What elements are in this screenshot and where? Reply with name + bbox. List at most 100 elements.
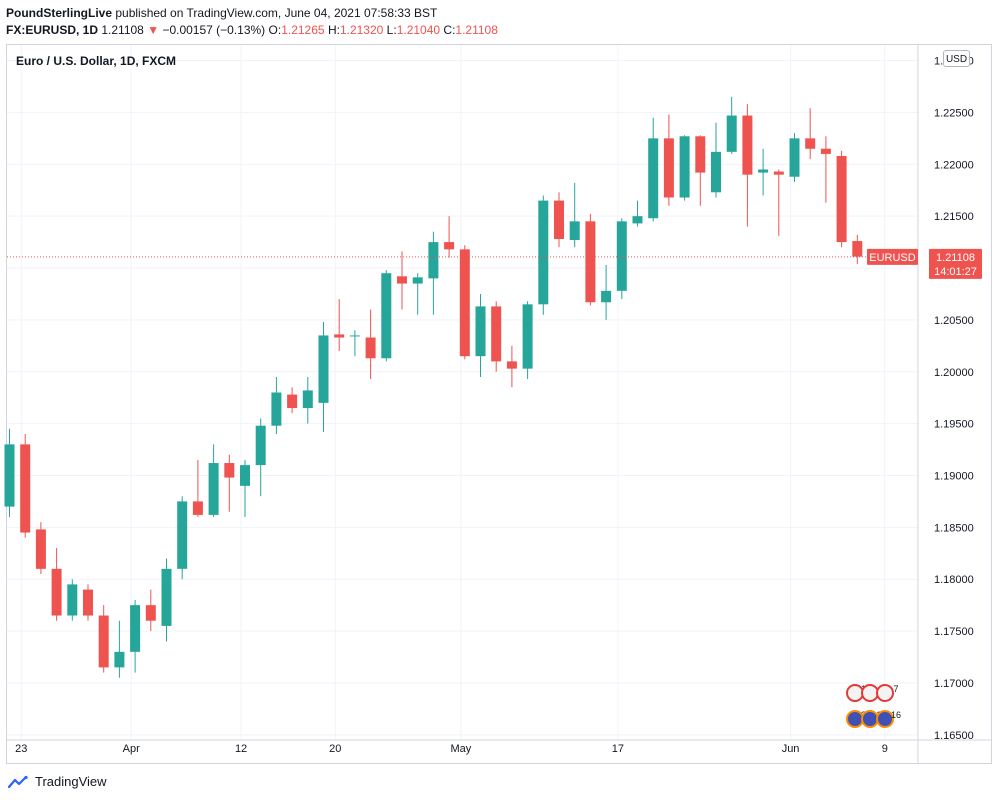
candle (601, 264, 612, 320)
candle-body (130, 605, 141, 652)
symbol-tag-text: EURUSD (869, 252, 916, 264)
candle (177, 496, 188, 580)
candle (240, 459, 250, 517)
tradingview-logo-icon (8, 775, 28, 788)
candle (789, 133, 800, 182)
candle (83, 584, 93, 621)
candle-body (852, 241, 863, 257)
candle-body (302, 390, 313, 409)
y-tick-label: 1.20000 (934, 367, 974, 379)
candle (758, 148, 769, 196)
close-value: 1.21108 (455, 23, 498, 37)
economic-events: 1087331116 (846, 684, 901, 728)
candle-body (255, 425, 266, 466)
x-tick-label: 23 (15, 743, 27, 755)
candle (349, 330, 360, 357)
candle-body (35, 529, 46, 569)
symbol-label: FX:EURUSD, 1D (6, 23, 99, 37)
candle (412, 273, 423, 315)
event-count: 7 (893, 684, 898, 694)
y-tick-label: 1.19500 (934, 419, 974, 431)
candle (145, 589, 156, 632)
candle (459, 245, 470, 360)
x-tick-label: Apr (123, 743, 140, 755)
candle-body (820, 148, 831, 154)
candle (773, 169, 784, 236)
candle (663, 114, 674, 206)
candle (51, 548, 62, 621)
x-tick-label: 12 (235, 743, 247, 755)
candle (130, 599, 141, 673)
candle-body (805, 138, 816, 149)
candle (67, 579, 78, 621)
candle (491, 301, 502, 372)
open-value: 1.21265 (281, 23, 325, 37)
candle-body (365, 337, 376, 359)
candle (475, 293, 486, 377)
candle (428, 231, 439, 315)
tradingview-logo[interactable]: TradingView (8, 774, 107, 789)
candle (35, 522, 46, 575)
candle (711, 122, 721, 198)
candle-body (506, 361, 517, 369)
symbol-tag-bg (867, 248, 918, 265)
candle-body (318, 335, 329, 403)
candle (585, 214, 596, 306)
price-tag-countdown: 14:01:27 (934, 266, 977, 278)
candle (397, 251, 407, 310)
publish-info: PoundSterlingLive published on TradingVi… (6, 6, 437, 20)
y-tick-label: 1.22000 (934, 159, 974, 171)
candle (208, 444, 219, 517)
candle (820, 136, 831, 203)
candle (569, 182, 580, 248)
candle (4, 428, 15, 517)
candle-body (428, 242, 439, 279)
candle-body (616, 221, 627, 291)
candle-body (208, 463, 219, 515)
candle-body (145, 605, 156, 621)
candle-body (742, 115, 753, 175)
y-tick-label: 1.17500 (934, 626, 974, 638)
candle-body (4, 444, 15, 507)
candle-body (114, 651, 125, 668)
candle-body (51, 568, 62, 616)
candle-body (397, 276, 407, 284)
candle-body (538, 200, 549, 305)
candle-body (695, 136, 706, 173)
candle (365, 309, 376, 380)
candle (114, 620, 125, 678)
candle (302, 376, 313, 424)
candle-body (192, 501, 203, 515)
candle-body (381, 273, 392, 359)
candle-body (773, 171, 784, 175)
candle-body (663, 138, 674, 198)
x-tick-label: 17 (612, 743, 624, 755)
published-text: published on TradingView.com, June 04, 2… (112, 6, 438, 20)
low-label: L: (386, 23, 397, 37)
candle-body (475, 306, 486, 357)
x-tick-label: 9 (882, 743, 888, 755)
currency-badge[interactable]: USD (943, 50, 970, 67)
candle-body (711, 151, 721, 193)
candle (805, 108, 816, 160)
candle (192, 459, 203, 517)
candle (444, 216, 455, 258)
price-tag-bg (929, 248, 982, 279)
candle-body (789, 138, 800, 177)
x-tick-label: May (450, 743, 471, 755)
down-arrow-icon: ▼ (147, 23, 160, 37)
candle-body (83, 589, 93, 616)
publisher-name[interactable]: PoundSterlingLive (6, 6, 113, 20)
y-tick-label: 1.21500 (934, 211, 974, 223)
price-tag-value: 1.21108 (936, 252, 975, 264)
close-label: C: (443, 23, 456, 37)
candle-body (177, 501, 188, 569)
chart-frame (6, 44, 992, 764)
open-label: O: (268, 23, 282, 37)
price-change: −0.00157 (−0.13%) (162, 23, 266, 37)
brand-name: TradingView (35, 774, 107, 789)
candle (695, 135, 706, 206)
x-tick-label: 20 (329, 743, 341, 755)
candle (538, 195, 549, 315)
